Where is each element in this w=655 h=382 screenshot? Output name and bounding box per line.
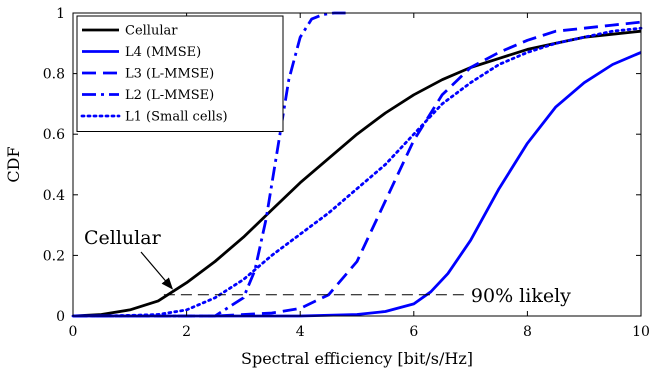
legend-label-1: L4 (MMSE) bbox=[125, 45, 201, 60]
y-tick-label: 0.6 bbox=[43, 127, 65, 143]
annotation-cellular-arrow bbox=[140, 251, 174, 290]
legend-label-3: L2 (L-MMSE) bbox=[125, 88, 214, 103]
annotation-90-likely: 90% likely bbox=[471, 285, 571, 307]
legend-label-2: L3 (L-MMSE) bbox=[125, 67, 214, 82]
y-tick-label: 0 bbox=[56, 309, 65, 325]
legend: Cellular L4 (MMSE) L3 (L-MMSE) L2 (L-MMSE) L… bbox=[76, 15, 284, 132]
y-axis-ticks: 0 0.2 0.4 0.6 0.8 1 bbox=[43, 6, 641, 325]
y-tick-label: 0.2 bbox=[43, 248, 65, 264]
x-tick-label: 10 bbox=[632, 324, 650, 340]
y-tick-label: 0.8 bbox=[43, 67, 65, 83]
y-tick-label: 0.4 bbox=[43, 188, 65, 204]
legend-label-4: L1 (Small cells) bbox=[125, 110, 228, 125]
y-tick-label: 1 bbox=[56, 6, 65, 22]
x-tick-label: 8 bbox=[523, 324, 532, 340]
annotation-cellular: Cellular bbox=[84, 227, 162, 249]
x-tick-label: 2 bbox=[182, 324, 191, 340]
x-tick-label: 4 bbox=[296, 324, 305, 340]
x-tick-label: 0 bbox=[69, 324, 78, 340]
annotations: 90% likely Cellular bbox=[84, 227, 571, 307]
series-line-1 bbox=[73, 51, 642, 318]
x-tick-label: 6 bbox=[409, 324, 418, 340]
x-axis-label: Spectral efficiency [bit/s/Hz] bbox=[241, 349, 473, 368]
series-line-4 bbox=[71, 26, 643, 318]
plot-frame bbox=[72, 12, 642, 317]
x-axis-ticks: 0 2 4 6 8 10 bbox=[69, 13, 650, 340]
legend-label-0: Cellular bbox=[125, 24, 178, 39]
series-line-2 bbox=[73, 20, 642, 318]
y-axis-label: CDF bbox=[4, 146, 23, 182]
